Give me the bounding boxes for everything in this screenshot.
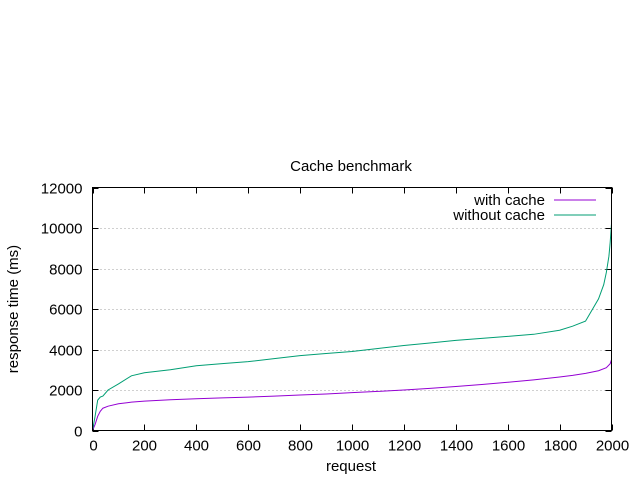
y-tick-label: 0 xyxy=(74,424,82,441)
x-tick-label: 1000 xyxy=(336,438,369,455)
x-tick-label: 1200 xyxy=(388,438,421,455)
series-line-without-cache xyxy=(92,223,612,431)
y-tick-label: 6000 xyxy=(49,302,82,319)
x-tick-label: 1800 xyxy=(544,438,577,455)
x-tick-label: 800 xyxy=(288,438,313,455)
series-line-with-cache xyxy=(92,359,612,431)
series-lines xyxy=(92,223,612,431)
y-tick-label: 12000 xyxy=(41,181,83,198)
x-tick-label: 1400 xyxy=(440,438,473,455)
x-tick-label: 400 xyxy=(184,438,209,455)
chart-title: Cache benchmark xyxy=(290,158,412,175)
x-tick-label: 200 xyxy=(132,438,157,455)
legend-label-with-cache: with cache xyxy=(473,192,545,209)
y-tick-label: 10000 xyxy=(41,221,83,238)
y-tick-label: 4000 xyxy=(49,343,82,360)
grid-lines xyxy=(92,228,612,391)
y-tick-label: 2000 xyxy=(49,383,82,400)
y-tick-labels: 0 2000 4000 6000 8000 10000 12000 xyxy=(41,181,83,441)
y-axis-label: response time (ms) xyxy=(5,245,22,373)
x-tick-label: 2000 xyxy=(596,438,629,455)
legend: with cache without cache xyxy=(452,192,596,224)
legend-label-without-cache: without cache xyxy=(452,207,545,224)
x-tick-labels: 0 200 400 600 800 1000 1200 1400 1600 1800 2000 xyxy=(89,438,629,455)
x-axis-label: request xyxy=(326,458,377,475)
x-tick-label: 1600 xyxy=(492,438,525,455)
plot-frame xyxy=(92,187,612,431)
x-tick-label: 600 xyxy=(236,438,261,455)
y-tick-label: 8000 xyxy=(49,262,82,279)
x-tick-label: 0 xyxy=(89,438,97,455)
